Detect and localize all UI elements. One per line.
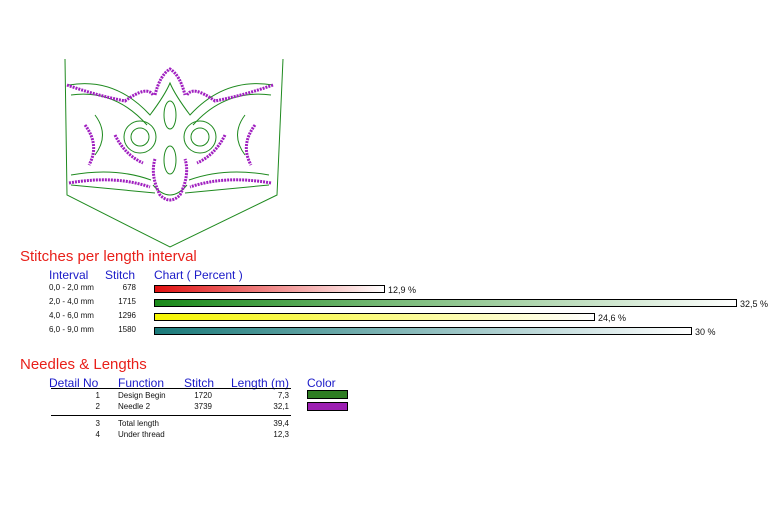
total-row-1-label: Total length <box>118 419 159 428</box>
interval-header: Interval <box>49 268 89 282</box>
interval-label-3: 4,0 - 6,0 mm <box>49 311 94 320</box>
needle-row-2-stitch: 3739 <box>194 402 212 411</box>
detail-no-header: Detail No <box>49 376 99 390</box>
interval-bar-1 <box>154 285 385 293</box>
interval-stitch-2: 1715 <box>118 297 136 306</box>
interval-percent-label-4: 30 % <box>695 327 716 337</box>
total-row-2-length: 12,3 <box>273 430 289 439</box>
needle-row-1-function: Design Begin <box>118 391 166 400</box>
interval-label-4: 6,0 - 9,0 mm <box>49 325 94 334</box>
interval-percent-label-3: 24,6 % <box>598 313 627 323</box>
interval-percent-label-2: 32,5 % <box>740 299 769 309</box>
interval-bar-3 <box>154 313 595 321</box>
color-header: Color <box>307 376 336 390</box>
interval-bar-2 <box>154 299 737 307</box>
interval-label-1: 0,0 - 2,0 mm <box>49 283 94 292</box>
interval-stitch-3: 1296 <box>118 311 136 320</box>
needle-row-2-function: Needle 2 <box>118 402 151 411</box>
needles-section-title: Needles & Lengths <box>20 356 147 373</box>
chart-percent-header: Chart ( Percent ) <box>154 268 243 282</box>
stitch-header-2: Stitch <box>184 376 215 390</box>
stitch-header: Stitch <box>105 268 136 282</box>
function-header: Function <box>118 376 165 390</box>
header-underline <box>51 388 291 389</box>
interval-percent-label-1: 12,9 % <box>388 285 417 295</box>
total-row-2-label: Under thread <box>118 430 165 439</box>
totals-separator <box>51 415 291 416</box>
needle-row-2-no: 2 <box>95 402 100 411</box>
needle-row-2-color-swatch <box>307 402 348 411</box>
needle-row-1-stitch: 1720 <box>194 391 212 400</box>
needle-row-1-no: 1 <box>95 391 100 400</box>
stitches-section-title: Stitches per length interval <box>20 248 197 265</box>
needle-row-2-length: 32,1 <box>273 402 289 411</box>
interval-stitch-1: 678 <box>122 283 136 292</box>
length-header: Length (m) <box>231 376 290 390</box>
total-row-2-no: 4 <box>95 430 100 439</box>
embroidery-design-preview <box>64 58 284 248</box>
total-row-1-no: 3 <box>95 419 100 428</box>
total-row-1-length: 39,4 <box>273 419 289 428</box>
needle-row-1-color-swatch <box>307 390 348 399</box>
interval-bar-4 <box>154 327 692 335</box>
interval-stitch-4: 1580 <box>118 325 136 334</box>
interval-label-2: 2,0 - 4,0 mm <box>49 297 94 306</box>
needle-row-1-length: 7,3 <box>277 391 289 400</box>
